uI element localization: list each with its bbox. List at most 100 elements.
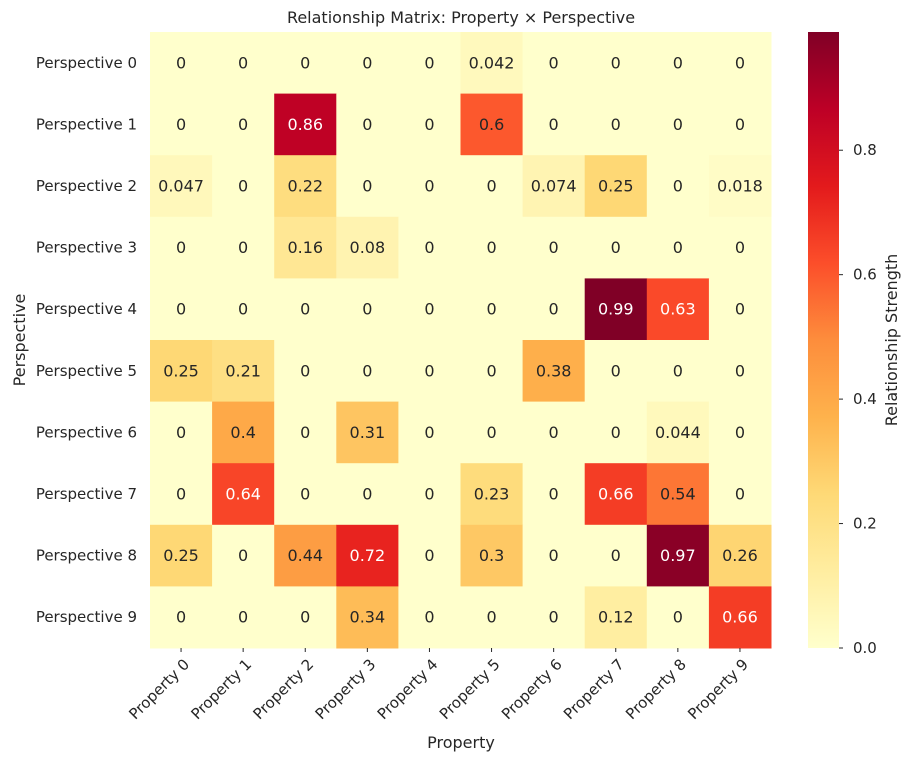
x-tick-label: Property 0 — [125, 655, 193, 723]
cell-value-label: 0 — [549, 238, 559, 257]
cell-value-label: 0 — [486, 361, 496, 380]
cell-value-label: 0 — [238, 53, 248, 72]
cell-value-label: 0 — [611, 546, 621, 565]
cell-value-label: 0 — [673, 115, 683, 134]
cell-value-label: 0 — [549, 423, 559, 442]
cell-value-label: 0.97 — [660, 546, 696, 565]
cell-value-label: 0.66 — [722, 608, 758, 627]
cell-value-label: 0 — [424, 115, 434, 134]
cell-value-label: 0 — [486, 177, 496, 196]
cell-value-label: 0 — [424, 423, 434, 442]
cell-value-label: 0.31 — [350, 423, 386, 442]
y-tick-label: Perspective 4 — [36, 300, 137, 318]
y-tick-label: Perspective 2 — [36, 177, 137, 195]
cell-value-label: 0 — [611, 115, 621, 134]
x-tick-label: Property 1 — [187, 655, 255, 723]
cell-value-label: 0 — [176, 115, 186, 134]
cell-value-label: 0 — [300, 608, 310, 627]
cell-value-label: 0 — [176, 53, 186, 72]
cell-value-label: 0 — [424, 485, 434, 504]
cell-value-label: 0 — [424, 361, 434, 380]
cell-value-label: 0 — [673, 238, 683, 257]
cell-value-label: 0.21 — [225, 361, 261, 380]
cell-value-label: 0.12 — [598, 608, 634, 627]
cell-value-label: 0.64 — [225, 485, 261, 504]
cell-value-label: 0 — [300, 485, 310, 504]
x-tick-label: Property 6 — [498, 655, 566, 723]
y-tick-label: Perspective 5 — [36, 362, 137, 380]
cell-value-label: 0 — [735, 115, 745, 134]
cell-value-label: 0 — [611, 361, 621, 380]
cell-value-label: 0 — [176, 300, 186, 319]
x-tick-label: Property 7 — [560, 655, 628, 723]
cell-value-label: 0 — [549, 546, 559, 565]
cell-value-label: 0 — [238, 238, 248, 257]
cell-value-label: 0.38 — [536, 361, 572, 380]
colorbar — [808, 32, 839, 648]
cell-value-label: 0 — [735, 53, 745, 72]
colorbar-tick-label: 0.4 — [853, 390, 877, 408]
cell-value-label: 0 — [362, 115, 372, 134]
cell-value-label: 0 — [424, 177, 434, 196]
cell-value-label: 0 — [176, 608, 186, 627]
cell-value-label: 0 — [611, 423, 621, 442]
cell-value-label: 0 — [362, 177, 372, 196]
cell-value-label: 0 — [673, 361, 683, 380]
cell-value-label: 0 — [549, 485, 559, 504]
cell-value-label: 0 — [300, 361, 310, 380]
x-tick-label: Property 3 — [312, 655, 380, 723]
cell-value-label: 0.66 — [598, 485, 634, 504]
x-tick-label: Property 8 — [622, 655, 690, 723]
cell-value-label: 0 — [362, 53, 372, 72]
colorbar-ticks: 0.0 0.2 0.4 0.6 0.8 — [839, 141, 877, 657]
cell-value-label: 0 — [362, 300, 372, 319]
x-tick-label: Property 2 — [250, 655, 318, 723]
cell-value-label: 0.99 — [598, 300, 634, 319]
cell-value-label: 0.25 — [598, 177, 634, 196]
cell-value-label: 0 — [424, 238, 434, 257]
cell-value-label: 0.25 — [163, 361, 199, 380]
chart-title: Relationship Matrix: Property × Perspect… — [287, 8, 635, 27]
y-axis-title: Perspective — [10, 294, 29, 387]
colorbar-tick-label: 0.8 — [853, 141, 877, 159]
cell-value-label: 0 — [362, 361, 372, 380]
cell-value-label: 0 — [549, 115, 559, 134]
cell-value-label: 0.6 — [479, 115, 504, 134]
cell-value-label: 0.3 — [479, 546, 504, 565]
cell-value-label: 0 — [549, 300, 559, 319]
cell-value-label: 0.34 — [350, 608, 386, 627]
cell-value-label: 0.86 — [287, 115, 323, 134]
cell-value-label: 0 — [611, 53, 621, 72]
y-tick-label: Perspective 9 — [36, 608, 137, 626]
cell-value-label: 0.22 — [287, 177, 323, 196]
cell-value-label: 0 — [238, 177, 248, 196]
x-axis-title: Property — [427, 733, 495, 752]
cell-value-label: 0 — [735, 238, 745, 257]
cell-value-label: 0 — [238, 115, 248, 134]
cell-value-label: 0 — [424, 53, 434, 72]
colorbar-label: Relationship Strength — [882, 254, 901, 427]
y-axis-ticks: Perspective 0Perspective 1Perspective 2P… — [36, 54, 137, 626]
colorbar-tick-label: 0.0 — [853, 639, 877, 657]
cell-value-label: 0 — [735, 423, 745, 442]
cell-value-label: 0 — [611, 238, 621, 257]
colorbar-tick-label: 0.2 — [853, 515, 877, 533]
y-tick-label: Perspective 1 — [36, 115, 137, 133]
cell-value-label: 0 — [300, 423, 310, 442]
colorbar-tick-label: 0.6 — [853, 266, 877, 284]
cell-value-label: 0.54 — [660, 485, 696, 504]
cell-value-label: 0 — [424, 546, 434, 565]
x-tick-label: Property 9 — [684, 655, 752, 723]
cell-value-label: 0 — [735, 300, 745, 319]
cell-value-label: 0.044 — [655, 423, 701, 442]
cell-value-label: 0 — [673, 177, 683, 196]
cell-value-label: 0 — [424, 608, 434, 627]
cell-value-label: 0 — [673, 608, 683, 627]
cell-value-label: 0 — [486, 300, 496, 319]
cell-value-label: 0 — [549, 608, 559, 627]
cell-value-label: 0 — [238, 300, 248, 319]
cell-value-label: 0.63 — [660, 300, 696, 319]
cell-value-label: 0 — [176, 238, 186, 257]
cell-value-label: 0.23 — [474, 485, 510, 504]
